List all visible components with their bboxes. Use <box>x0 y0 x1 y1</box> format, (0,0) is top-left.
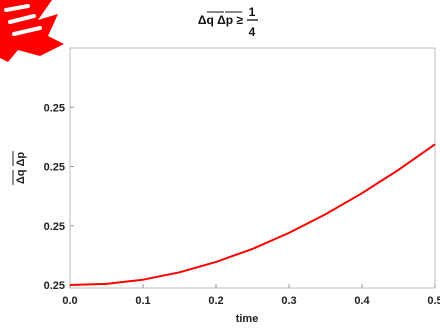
x-tick-label: 0.5 <box>427 295 440 307</box>
y-tick-label: 0.25 <box>44 221 65 233</box>
x-tick-label: 0.1 <box>135 295 150 307</box>
x-tick-label: 0.3 <box>281 295 296 307</box>
title-fraction-numerator: 1 <box>249 5 256 19</box>
title-lhs: Δq Δp ≥ <box>198 13 244 27</box>
series-line <box>69 143 436 287</box>
chart-title: Δq Δp ≥ 1 4 <box>198 5 258 39</box>
plot-frame <box>69 47 436 289</box>
x-tick-label: 0.4 <box>354 295 370 307</box>
series-layer <box>69 143 436 287</box>
watermark-white-stroke <box>4 4 42 36</box>
x-axis: 0.0 0.1 0.2 0.3 0.4 0.5 <box>62 284 440 307</box>
watermark-logo <box>0 0 64 62</box>
x-axis-label: time <box>236 313 259 325</box>
y-axis-label: Δq Δp <box>15 152 27 185</box>
x-tick-label: 0.2 <box>208 295 223 307</box>
y-tick-label: 0.25 <box>44 102 65 114</box>
x-tick-label: 0.0 <box>62 295 77 307</box>
y-axis: 0.25 0.25 0.25 0.25 <box>44 102 74 292</box>
y-axis-title: Δq Δp <box>12 151 27 185</box>
y-tick-label: 0.25 <box>44 162 65 174</box>
title-fraction-denominator: 4 <box>249 25 256 39</box>
y-tick-label: 0.25 <box>44 280 65 292</box>
